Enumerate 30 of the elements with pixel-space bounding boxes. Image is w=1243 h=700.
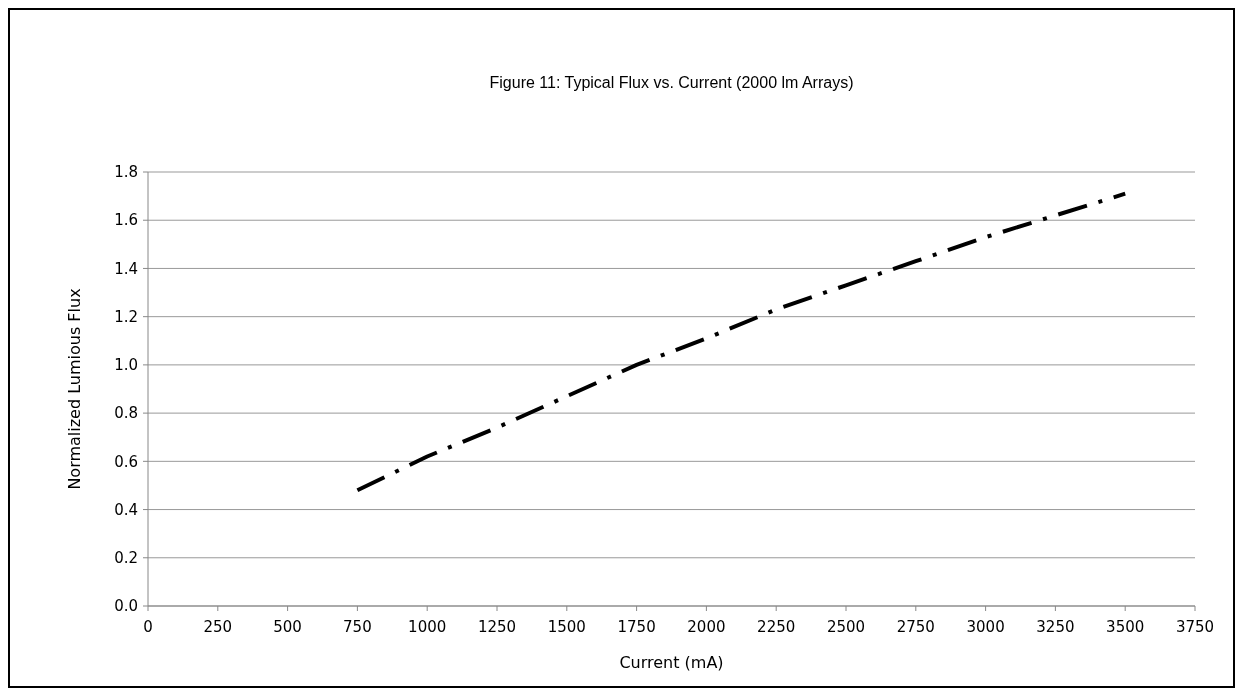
- y-tick-label: 1.2: [114, 307, 138, 326]
- y-tick-label: 0.4: [114, 500, 138, 519]
- x-tick-label: 3000: [966, 618, 1005, 636]
- x-tick-label: 2250: [757, 618, 796, 636]
- x-tick-label: 3750: [1175, 618, 1215, 636]
- y-tick-label: 0.2: [114, 549, 138, 568]
- x-tick-label: 2500: [826, 618, 866, 636]
- y-tick-label: 0.0: [114, 597, 138, 616]
- y-tick-label: 0.8: [114, 404, 138, 423]
- chart-title: Figure 11: Typical Flux vs. Current (2000 lm Arrays): [489, 74, 854, 91]
- y-tick-label: 1.4: [114, 259, 138, 278]
- x-tick-label: 2750: [896, 618, 935, 636]
- x-tick-label: 250: [203, 618, 233, 636]
- line-series: [355, 191, 1128, 493]
- x-tick-label: 1750: [617, 618, 656, 636]
- x-tick-label: 3500: [1106, 618, 1145, 636]
- y-tick-label: 1.0: [114, 356, 138, 375]
- x-axis-title: Current (mA): [619, 653, 724, 672]
- y-tick-label: 1.6: [114, 211, 138, 230]
- y-tick-label: 1.8: [114, 163, 138, 182]
- y-axis-title: Normalized Lumious Flux: [65, 288, 84, 490]
- x-tick-label: 1000: [408, 618, 447, 636]
- x-tick-label: 1250: [477, 618, 517, 636]
- y-tick-label: 0.6: [114, 452, 138, 471]
- x-tick-label: 750: [343, 618, 372, 636]
- x-tick-label: 1500: [547, 618, 586, 636]
- x-tick-label: 3250: [1036, 618, 1075, 636]
- x-tick-label: 500: [273, 618, 302, 636]
- x-tick-label: 0: [143, 618, 153, 636]
- x-tick-label: 2000: [687, 618, 726, 636]
